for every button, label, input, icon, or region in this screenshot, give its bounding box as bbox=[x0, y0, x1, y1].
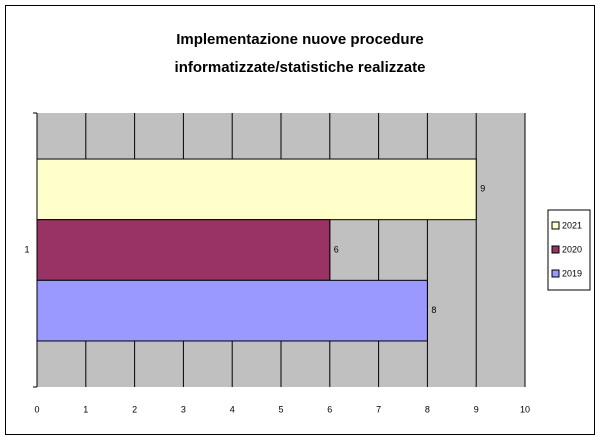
x-tick-label: 9 bbox=[474, 404, 479, 414]
data-label: 6 bbox=[334, 244, 339, 254]
y-tick-label: 1 bbox=[24, 244, 29, 254]
legend-label: 2020 bbox=[562, 244, 582, 254]
x-tick-label: 10 bbox=[520, 404, 530, 414]
x-tick-label: 6 bbox=[327, 404, 332, 414]
data-label: 8 bbox=[431, 305, 436, 315]
legend-swatch bbox=[551, 245, 560, 254]
legend-swatch bbox=[551, 269, 560, 278]
x-tick-label: 4 bbox=[230, 404, 235, 414]
legend-label: 2019 bbox=[562, 268, 582, 278]
x-tick-label: 5 bbox=[278, 404, 283, 414]
x-tick-label: 8 bbox=[425, 404, 430, 414]
bar bbox=[36, 219, 331, 281]
chart-title: Implementazione nuove procedure bbox=[176, 31, 424, 48]
x-tick-label: 3 bbox=[181, 404, 186, 414]
x-tick-label: 2 bbox=[132, 404, 137, 414]
x-tick-label: 0 bbox=[34, 404, 39, 414]
legend-swatch bbox=[551, 221, 560, 230]
data-label: 9 bbox=[480, 184, 485, 194]
legend-label: 2021 bbox=[562, 220, 582, 230]
chart-title: informatizzate/statistiche realizzate bbox=[175, 59, 426, 76]
bar bbox=[36, 279, 428, 342]
x-tick-label: 1 bbox=[83, 404, 88, 414]
bar bbox=[36, 158, 477, 221]
x-tick-label: 7 bbox=[376, 404, 381, 414]
